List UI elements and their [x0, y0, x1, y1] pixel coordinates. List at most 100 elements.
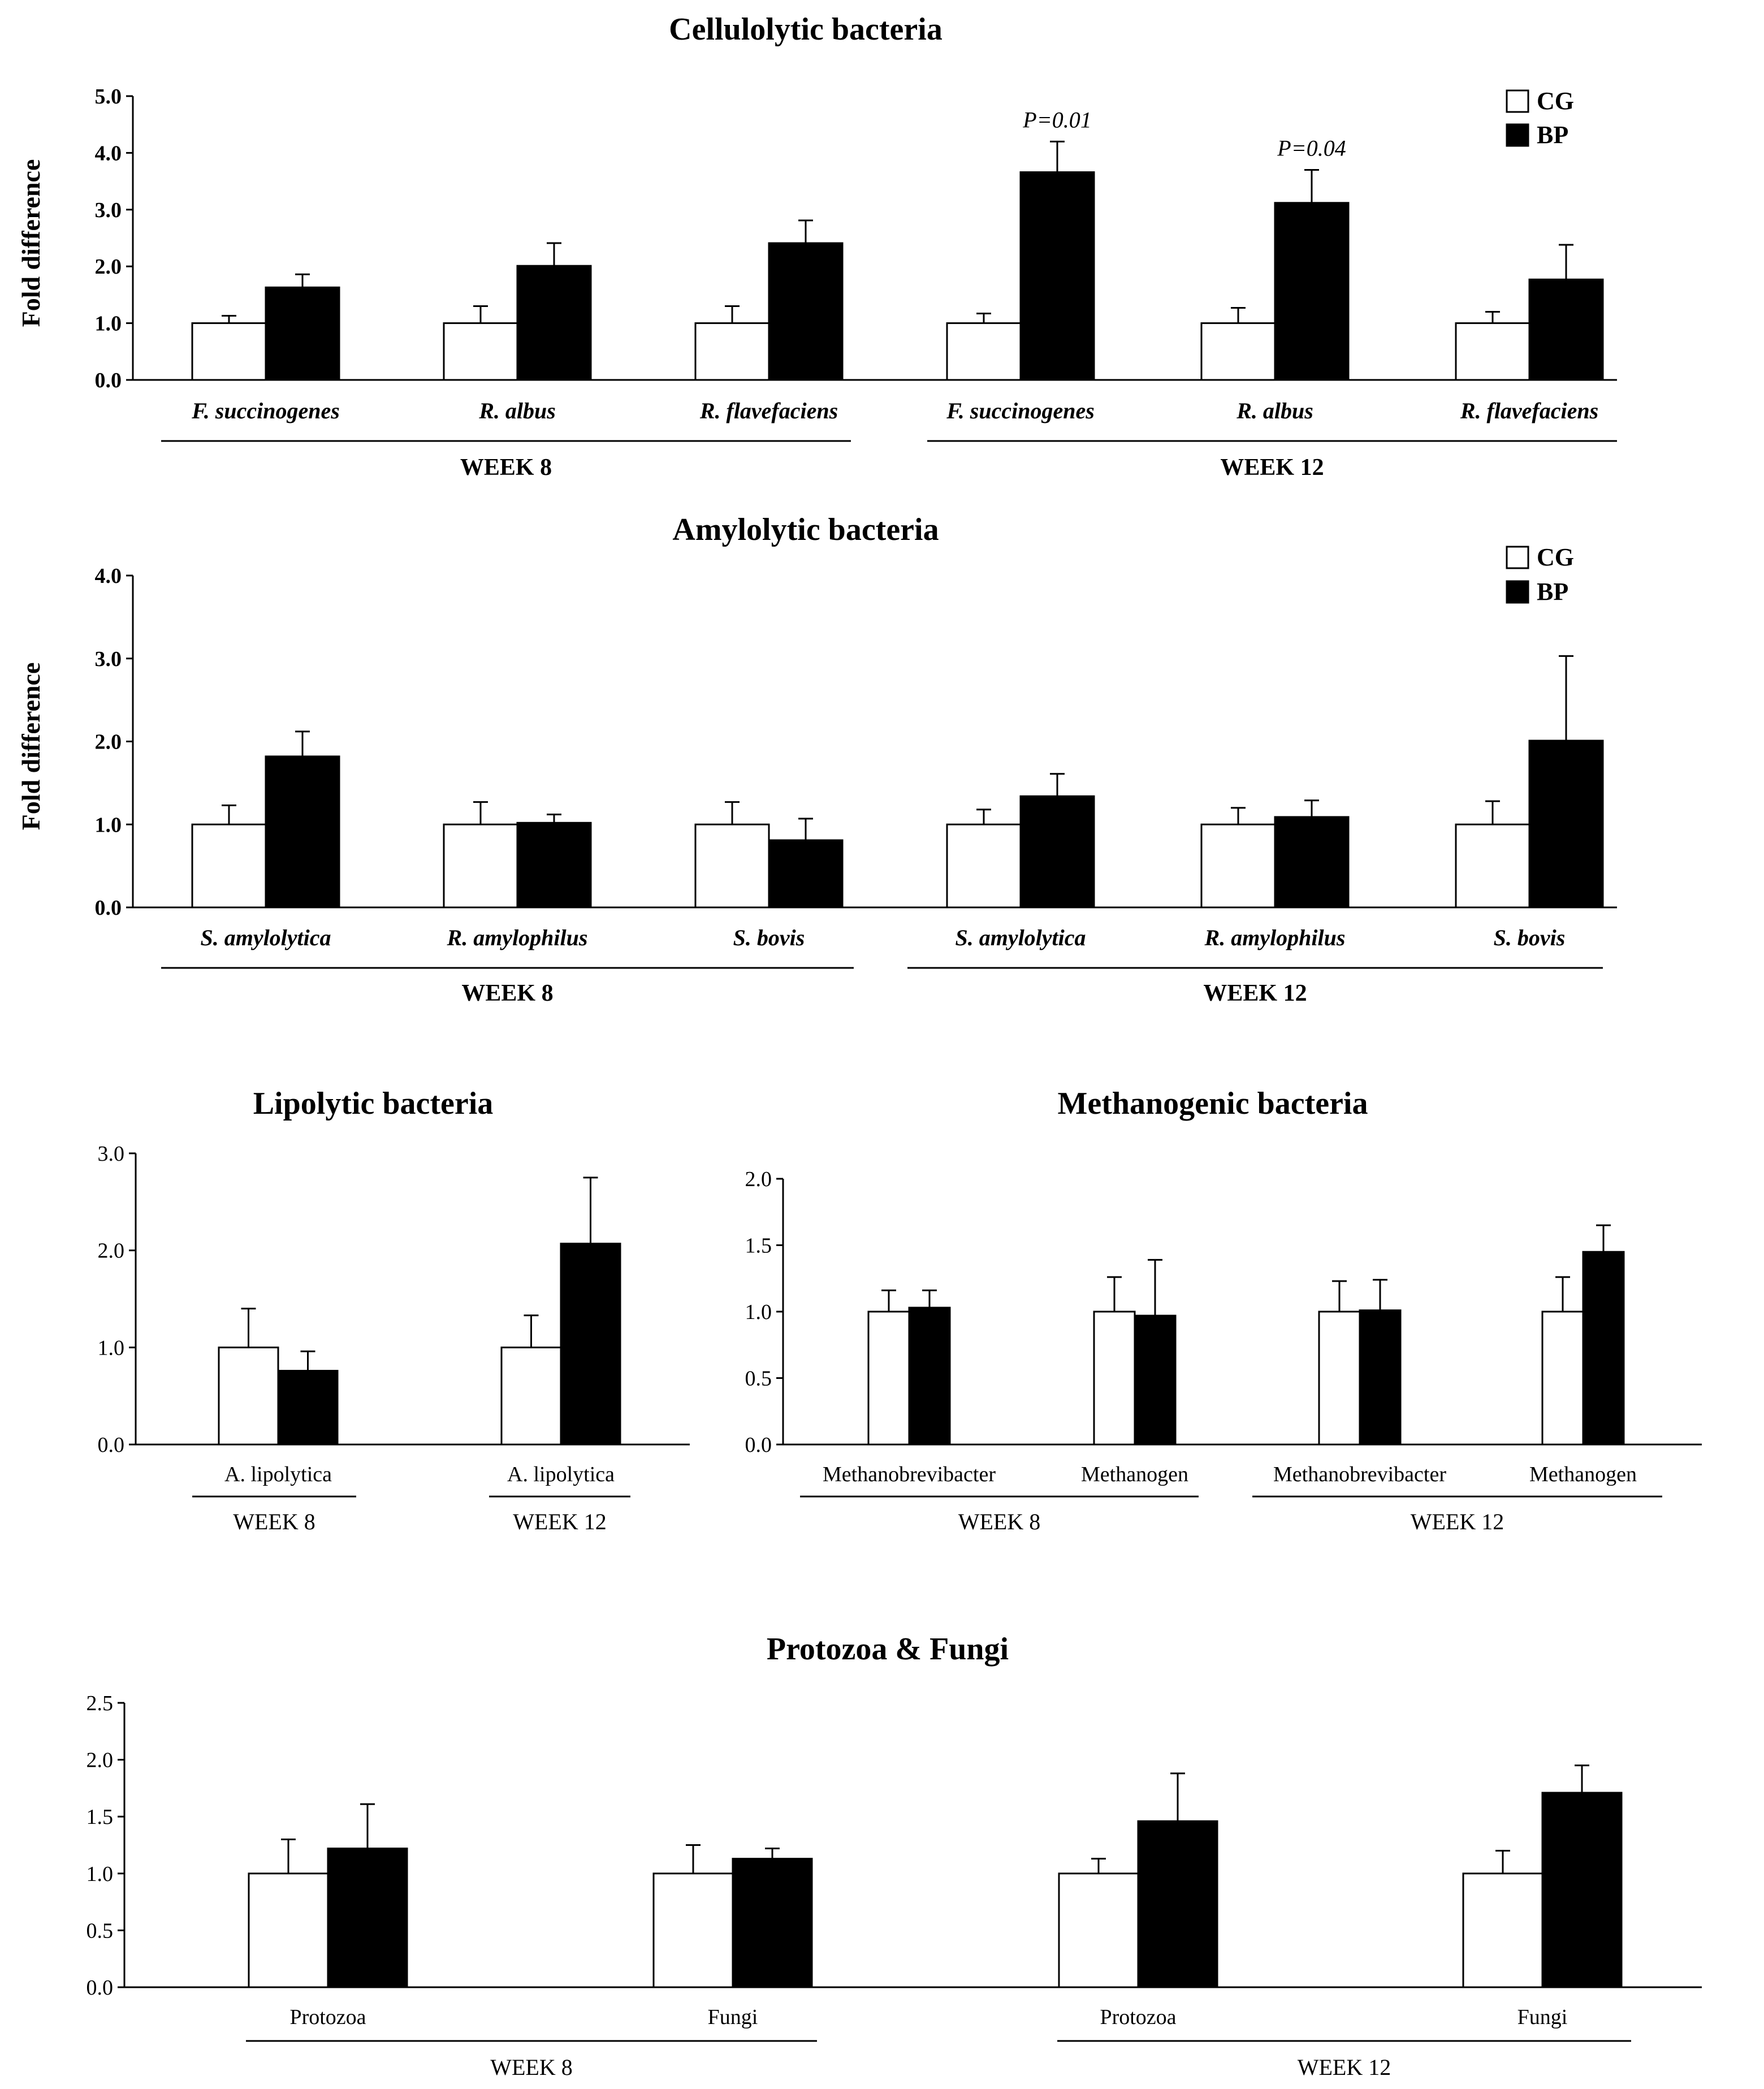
lipolytic-title: Lipolytic bacteria	[253, 1086, 494, 1121]
bar-bp	[1019, 171, 1095, 381]
bar-bp	[1541, 1792, 1623, 1988]
group-label: WEEK 8	[958, 1509, 1041, 1534]
bar-bp	[1137, 1820, 1218, 1988]
category-label: A. lipolytica	[224, 1463, 332, 1486]
legend-bp-label: BP	[1537, 121, 1568, 149]
bar-bp	[277, 1370, 339, 1446]
y-tick-label: 3.0	[98, 1142, 125, 1166]
y-tick-label: 1.0	[95, 813, 122, 837]
legend-bp-swatch	[1506, 123, 1529, 147]
y-tick-label: 0.0	[87, 1976, 114, 2000]
lipolytic-panel: Lipolytic bacteria 0.0 1.0 2.0 3.0 A. lipoly…	[98, 1086, 690, 1534]
bar-bp	[327, 1848, 408, 1988]
methanogenic-panel: Methanogenic bacteria 0.0 0.5 1.0 1.5 2.0 Met…	[745, 1086, 1702, 1534]
bar-cg	[1318, 1311, 1361, 1446]
cellulolytic-y-axis-label: Fold difference	[16, 159, 45, 327]
y-tick-label: 0.0	[95, 369, 122, 392]
bar-bp	[1528, 278, 1604, 381]
y-tick-label: 1.0	[98, 1336, 125, 1360]
group-label: WEEK 8	[461, 980, 553, 1006]
amylolytic-marks: 0.0 1.0 2.0 3.0 4.0 S. amylolytica R. amylophi…	[95, 564, 1617, 1006]
protozoa-fungi-panel: Protozoa & Fungi 0.0 0.5 1.0 1.5 2.0 2.5 Proto…	[87, 1632, 1702, 2080]
group-label: WEEK 8	[490, 2055, 573, 2080]
group-label: WEEK 12	[1203, 980, 1307, 1006]
category-label: Protozoa	[1100, 2005, 1176, 2029]
category-label: Methanogen	[1529, 1463, 1637, 1486]
group-label: WEEK 8	[460, 455, 552, 481]
y-tick-label: 2.0	[745, 1167, 772, 1191]
y-tick-label: 0.0	[98, 1433, 125, 1457]
bar-bp	[1134, 1314, 1177, 1446]
y-tick-label: 2.0	[95, 730, 122, 754]
y-tick-label: 3.0	[95, 647, 122, 671]
legend-cg-swatch	[1506, 89, 1529, 113]
bar-bp	[768, 839, 844, 909]
y-tick-label: 1.5	[87, 1805, 114, 1829]
category-label: Fungi	[708, 2005, 758, 2029]
category-label: Methanobrevibacter	[1273, 1463, 1446, 1486]
category-label: R. albus	[478, 398, 556, 423]
category-label: R. amylophilus	[1204, 925, 1346, 950]
bar-cg	[248, 1872, 329, 1988]
group-label: WEEK 12	[513, 1509, 607, 1534]
bar-bp	[768, 242, 844, 381]
bar-bp	[732, 1858, 813, 1988]
bar-bp	[265, 286, 340, 381]
cellulolytic-panel: Cellulolytic bacteria Fold difference 0.…	[16, 12, 1617, 481]
legend: CG BP	[1506, 87, 1574, 149]
legend-2: CG BP	[1506, 543, 1574, 605]
bar-cg	[652, 1872, 734, 1988]
amylolytic-title: Amylolytic bacteria	[672, 512, 939, 547]
y-tick-label: 0.0	[95, 896, 122, 920]
y-tick-label: 2.0	[95, 255, 122, 279]
category-label: S. amylolytica	[955, 925, 1086, 950]
significance-annotation: P=0.01	[1022, 107, 1091, 132]
category-label: A. lipolytica	[507, 1463, 615, 1486]
y-tick-label: 3.0	[95, 198, 122, 222]
y-tick-label: 0.5	[87, 1919, 114, 1943]
bar-cg	[946, 322, 1022, 381]
bar-cg	[443, 322, 518, 381]
y-tick-label: 5.0	[95, 85, 122, 109]
bar-cg	[1541, 1311, 1584, 1446]
bar-cg	[1455, 322, 1530, 381]
protozoa-fungi-title: Protozoa & Fungi	[767, 1632, 1009, 1667]
bar-bp	[1359, 1309, 1402, 1446]
bar-bp	[265, 755, 340, 909]
bar-bp	[1019, 795, 1095, 909]
legend-cg-label: CG	[1537, 543, 1574, 571]
category-label: R. amylophilus	[447, 925, 588, 950]
legend-cg-swatch	[1506, 546, 1529, 569]
bar-cg	[191, 322, 267, 381]
bar-bp	[516, 821, 592, 909]
bar-cg	[1462, 1872, 1544, 1988]
significance-annotation: P=0.04	[1277, 136, 1346, 161]
lipolytic-marks: 0.0 1.0 2.0 3.0 A. lipolytica A. lipolytica WE…	[98, 1142, 690, 1534]
bar-cg	[694, 823, 770, 909]
category-label: F. succinogenes	[191, 398, 340, 423]
y-tick-label: 0.5	[745, 1367, 772, 1391]
category-label: F. succinogenes	[946, 398, 1095, 423]
bar-bp	[908, 1307, 951, 1446]
group-label: WEEK 12	[1411, 1509, 1504, 1534]
bar-cg	[1093, 1311, 1136, 1446]
y-tick-label: 0.0	[745, 1433, 772, 1457]
bar-bp	[1274, 816, 1350, 909]
bar-cg	[1455, 823, 1530, 909]
category-label: Protozoa	[289, 2005, 366, 2029]
bar-cg	[191, 823, 267, 909]
category-label: R. flavefaciens	[1460, 398, 1598, 423]
group-label: WEEK 12	[1220, 455, 1324, 481]
cellulolytic-marks: 0.0 1.0 2.0 3.0 4.0 5.0 F. succinogenes R. albu…	[95, 85, 1617, 481]
category-label: S. bovis	[733, 925, 805, 950]
amylolytic-panel: Amylolytic bacteria Fold difference 0.0 1…	[16, 512, 1617, 1006]
bar-cg	[500, 1346, 562, 1446]
category-label: Methanogen	[1081, 1463, 1188, 1486]
bar-cg	[694, 322, 770, 381]
category-label: S. amylolytica	[200, 925, 331, 950]
y-tick-label: 1.5	[745, 1234, 772, 1258]
bar-bp	[1274, 202, 1350, 381]
bar-cg	[867, 1311, 910, 1446]
